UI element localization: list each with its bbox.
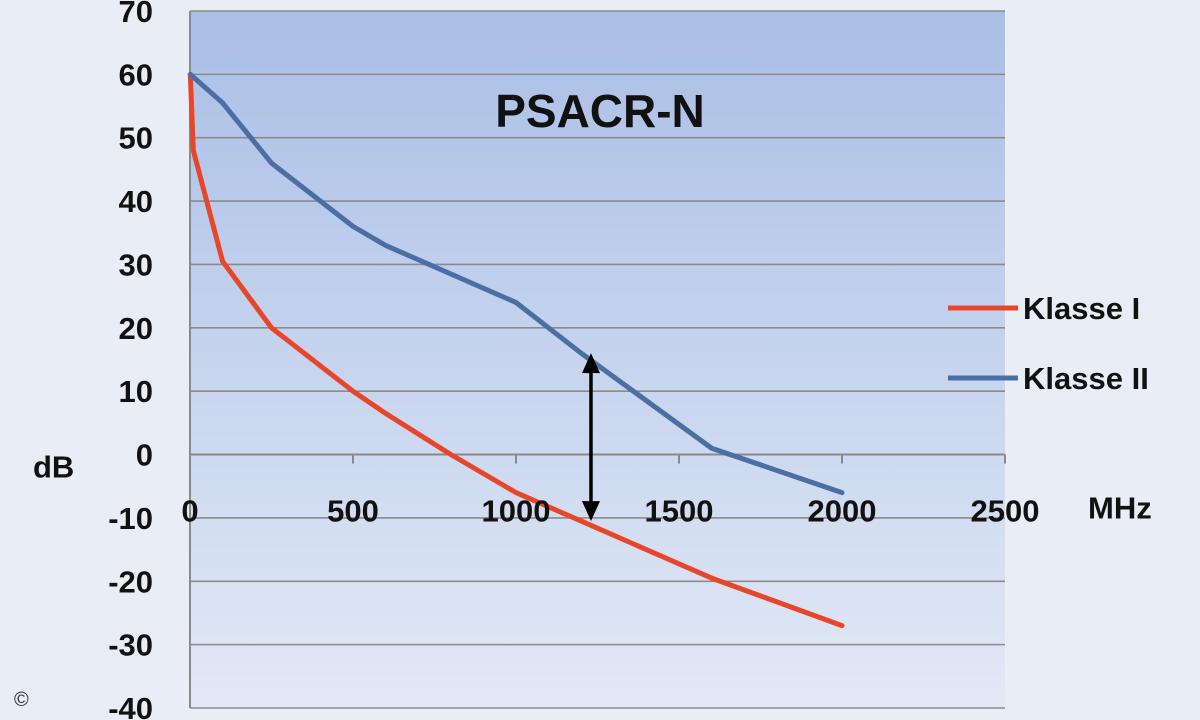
series-line-klasse-i bbox=[187, 71, 845, 629]
y-tick-label: 10 bbox=[119, 374, 153, 409]
legend: Klasse I Klasse II bbox=[948, 291, 1149, 396]
series-lines bbox=[187, 71, 845, 629]
legend-label: Klasse I bbox=[1023, 291, 1140, 326]
y-tick-label: 60 bbox=[119, 57, 153, 92]
arrow-head-down bbox=[581, 501, 600, 522]
y-tick-label: -10 bbox=[108, 501, 153, 536]
legend-label: Klasse II bbox=[1023, 361, 1149, 396]
annotation-arrow bbox=[581, 353, 600, 522]
x-tick-label: 500 bbox=[327, 494, 379, 529]
tick-labels: 70 60 50 40 30 20 10 0 -10 -20 -30 -40 0 500 1000 1500 2… bbox=[108, 0, 1039, 720]
x-tick-label: 2000 bbox=[808, 494, 877, 529]
copyright-mark: © bbox=[14, 689, 29, 711]
x-axis-label: MHz bbox=[1088, 491, 1152, 526]
x-tick-label: 0 bbox=[181, 494, 198, 529]
y-tick-label: -30 bbox=[108, 628, 153, 663]
y-tick-label: 40 bbox=[119, 184, 153, 219]
x-tick-label: 1000 bbox=[482, 494, 551, 529]
x-tick-label: 2500 bbox=[971, 494, 1040, 529]
chart-title: PSACR-N bbox=[495, 85, 705, 137]
series-line-klasse-ii bbox=[187, 71, 845, 496]
x-tick-label: 1500 bbox=[645, 494, 714, 529]
y-tick-label: 20 bbox=[119, 311, 153, 346]
y-axis-label: dB bbox=[33, 450, 74, 485]
y-tick-label: 50 bbox=[119, 121, 153, 156]
y-tick-label: -20 bbox=[108, 564, 153, 599]
y-tick-label: 0 bbox=[136, 438, 153, 473]
y-tick-label: 70 bbox=[119, 0, 153, 29]
y-tick-label: -40 bbox=[108, 691, 153, 720]
plot-area bbox=[190, 11, 1005, 708]
y-tick-label: 30 bbox=[119, 247, 153, 282]
arrow-head-up bbox=[581, 353, 600, 374]
